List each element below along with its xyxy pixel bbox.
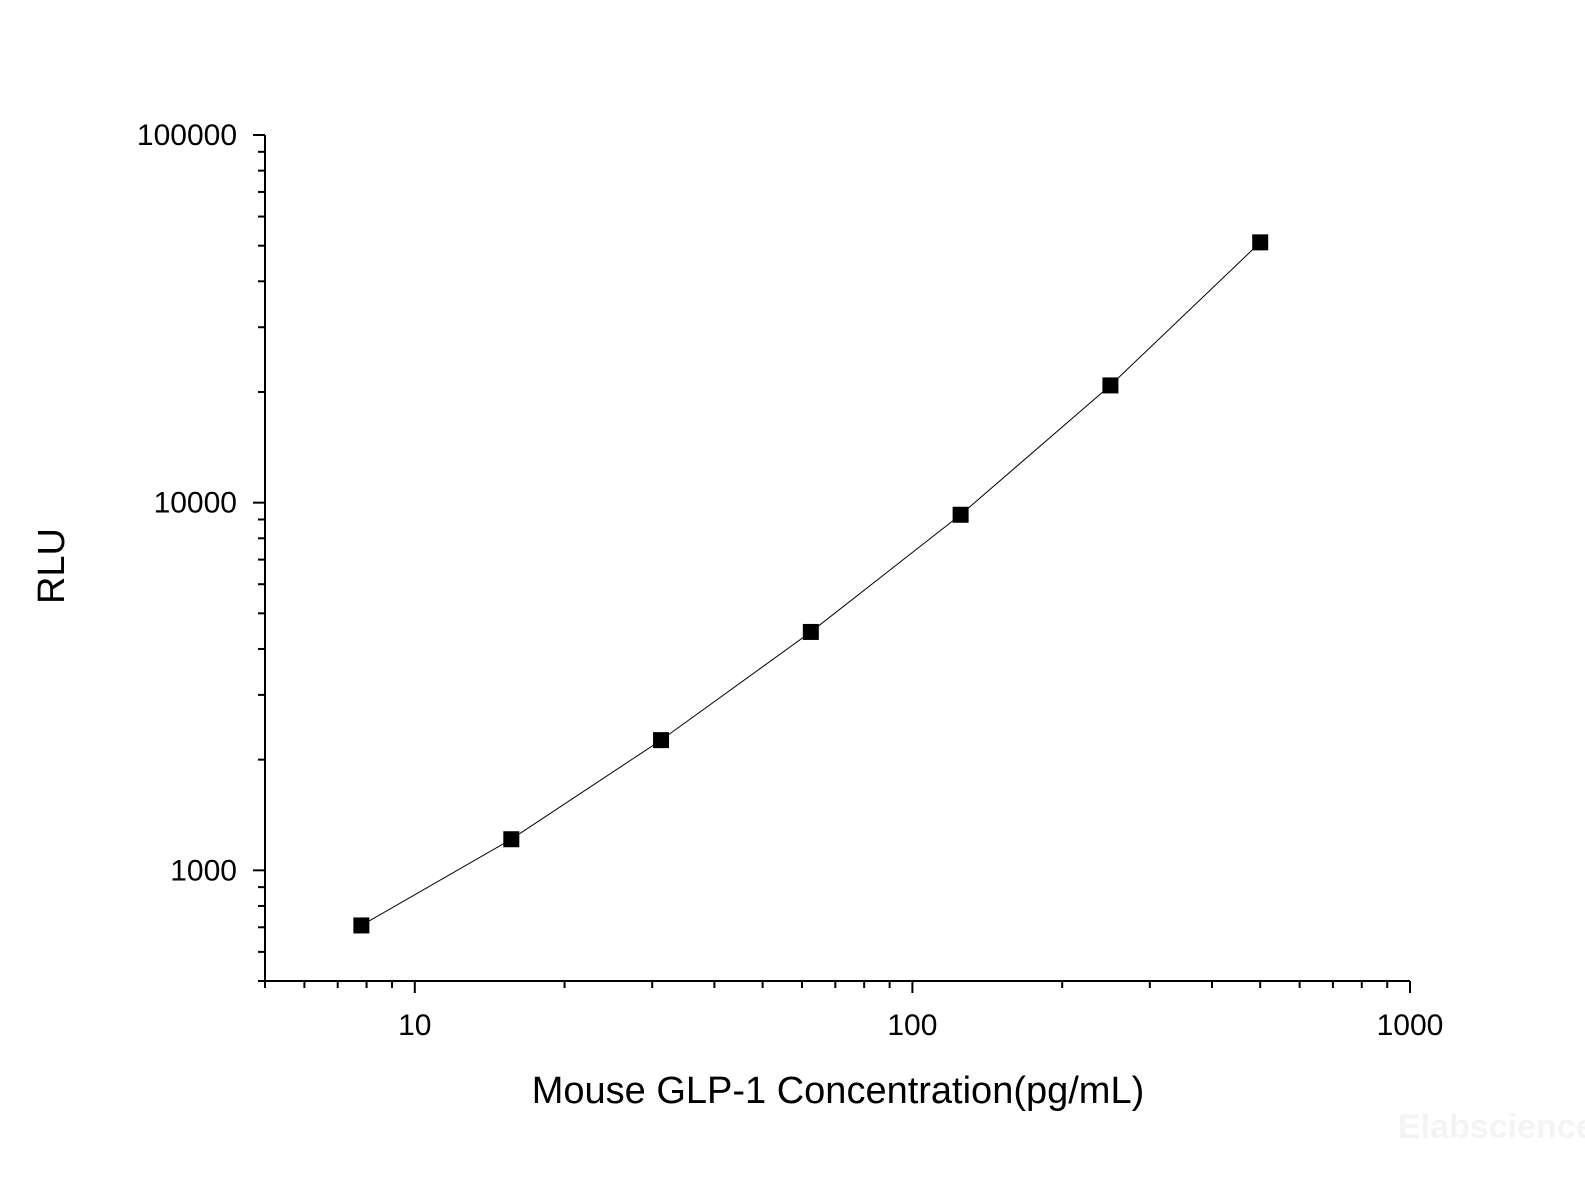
y-tick-label: 10000 bbox=[154, 487, 237, 520]
data-point bbox=[802, 623, 819, 640]
data-point bbox=[952, 506, 969, 523]
x-tick-label: 1000 bbox=[1377, 1009, 1444, 1042]
x-axis-title: Mouse GLP-1 Concentration(pg/mL) bbox=[532, 1070, 1145, 1112]
data-point bbox=[1102, 377, 1119, 394]
x-tick-label: 10 bbox=[398, 1009, 431, 1042]
ticks bbox=[253, 134, 1411, 993]
watermark: Elabscience bbox=[1398, 1108, 1585, 1146]
y-tick-label: 100000 bbox=[137, 119, 237, 152]
y-tick-label: 1000 bbox=[170, 854, 237, 887]
x-tick-label: 100 bbox=[887, 1009, 937, 1042]
data-points bbox=[353, 234, 1269, 934]
tick-labels: 10 100 1000 1000 10000 100000 bbox=[137, 119, 1443, 1042]
data-point bbox=[503, 831, 520, 848]
data-point bbox=[653, 732, 670, 749]
y-axis-title: RLU bbox=[31, 528, 73, 604]
data-point bbox=[1252, 234, 1269, 251]
data-point bbox=[353, 917, 370, 934]
fit-curve bbox=[361, 241, 1261, 926]
axes bbox=[264, 135, 1410, 982]
